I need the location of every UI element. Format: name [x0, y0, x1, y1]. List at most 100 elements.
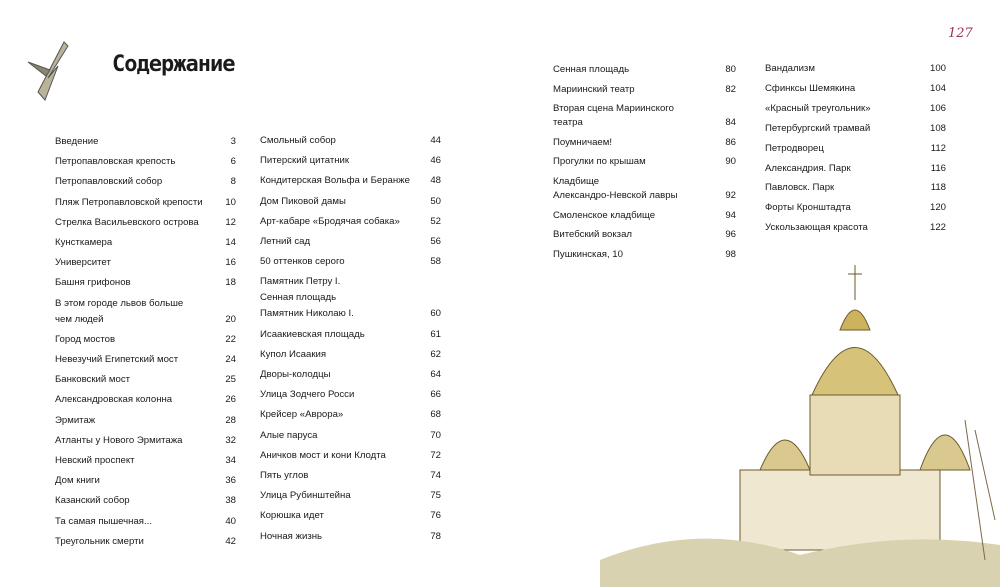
entry-page: 92 [725, 190, 736, 201]
entry-title: Кладбище [553, 176, 600, 187]
entry-title: Памятник Николаю I. [260, 308, 354, 320]
entry-page: 74 [430, 470, 441, 481]
entry-page: 108 [929, 122, 946, 134]
entry-page: 46 [430, 155, 441, 167]
entry-title: Летний сад [260, 236, 311, 247]
entry-page: 76 [430, 510, 441, 522]
entry-title: Смольный собор [260, 135, 336, 146]
entry-page: 80 [725, 64, 736, 75]
entry-title: Форты Кронштадта [765, 202, 851, 214]
entry-page: 122 [929, 222, 946, 234]
entry-page: 112 [930, 142, 946, 154]
entry-page: 58 [430, 256, 441, 268]
entry-title: Эрмитаж [55, 414, 96, 426]
entry-page: 50 [430, 195, 441, 207]
entry-page: 25 [225, 374, 236, 386]
entry-title: Атланты у Нового Эрмитажа [55, 434, 183, 446]
entry-page: 82 [725, 83, 736, 95]
entry-title: Витебский вокзал [553, 229, 632, 241]
entry-page: 38 [225, 495, 236, 507]
entry-title: В этом городе львов больше [55, 297, 184, 309]
entry-title: чем людей [55, 313, 104, 325]
entry-page: 24 [225, 354, 236, 365]
entry-title: Кунсткамера [55, 237, 113, 248]
entry-page: 32 [225, 434, 236, 446]
entry-title: Александрия. Парк [765, 162, 851, 174]
entry-title: Ускользающая красота [765, 222, 868, 234]
entry-page: 6 [230, 156, 236, 168]
entry-page: 68 [430, 409, 441, 421]
entry-page: 120 [929, 202, 946, 214]
entry-page: 10 [225, 196, 236, 208]
entry-title: «Красный треугольник» [765, 102, 871, 114]
entry-title: Город мостов [55, 333, 116, 345]
entry-page: 118 [930, 182, 946, 194]
entry-title: Введение [55, 136, 99, 147]
entry-title: Дворы-колодцы [260, 369, 331, 380]
entry-title: театра [553, 117, 583, 129]
entry-title: Дом книги [55, 475, 100, 487]
bird-sketch [27, 41, 69, 101]
entry-page: 12 [225, 216, 236, 228]
entry-page: 72 [430, 449, 441, 461]
entry-title: Пушкинская, 10 [553, 248, 623, 260]
entry-page: 75 [430, 490, 441, 502]
entry-title: Памятник Петру I. [260, 276, 341, 288]
entry-page: 104 [929, 82, 946, 94]
entry-title: Невезучий Египетский мост [55, 354, 179, 365]
entry-title: Прогулки по крышам [553, 156, 646, 168]
entry-page: 90 [725, 156, 736, 168]
entry-title: Вторая сцена Мариинского [553, 103, 674, 115]
entry-title: Александро-Невской лавры [553, 190, 678, 201]
toc-title: Содержание [112, 52, 235, 77]
entry-title: Петродворец [765, 142, 824, 154]
entry-page: 98 [725, 248, 736, 260]
entry-page: 8 [230, 176, 236, 188]
entry-page: 52 [430, 215, 441, 227]
entry-title: Мариинский театр [553, 83, 635, 95]
entry-title: Питерский цитатник [260, 155, 350, 167]
entry-title: Сенная площадь [260, 292, 337, 304]
entry-page: 36 [225, 475, 236, 487]
entry-page: 14 [225, 237, 236, 248]
entry-title: Петропавловский собор [55, 176, 163, 188]
entry-page: 70 [430, 429, 441, 441]
entry-title: Стрелка Васильевского острова [55, 216, 199, 228]
entry-title: Алые паруса [260, 429, 318, 441]
entry-title: Петербургский трамвай [765, 122, 871, 134]
entry-title: Казанский собор [55, 495, 130, 507]
cathedral-sketch [600, 265, 1000, 587]
entry-title: Александровская колонна [55, 394, 173, 406]
entry-title: Поумничаем! [553, 136, 612, 148]
entry-page: 94 [725, 209, 736, 221]
entry-title: Невский проспект [55, 455, 135, 466]
entry-page: 86 [725, 136, 736, 148]
entry-page: 3 [230, 136, 236, 147]
entry-title: Кондитерская Вольфа и Беранже [260, 175, 410, 187]
entry-title: Пять углов [260, 470, 309, 481]
entry-title: Петропавловская крепость [55, 156, 176, 168]
entry-title: Та самая пышечная... [55, 515, 152, 527]
entry-title: 50 оттенков серого [260, 256, 345, 268]
page-number: 127 [948, 26, 973, 41]
entry-title: Улица Рубинштейна [260, 490, 351, 502]
entry-page: 40 [225, 515, 236, 527]
entry-page: 34 [225, 455, 236, 466]
entry-title: Павловск. Парк [765, 182, 835, 194]
entry-page: 42 [225, 535, 236, 547]
entry-title: Улица Зодчего Росси [260, 389, 355, 401]
entry-page: 116 [930, 162, 946, 174]
entry-title: Пляж Петропавловской крепости [55, 196, 203, 208]
entry-page: 62 [430, 348, 441, 360]
entry-page: 64 [430, 369, 441, 380]
entry-page: 100 [929, 63, 946, 74]
entry-title: Исаакиевская площадь [260, 328, 365, 340]
entry-page: 44 [430, 135, 441, 146]
entry-title: Ночная жизнь [260, 530, 323, 542]
entry-title: Купол Исаакия [260, 348, 327, 360]
entry-page: 26 [225, 394, 236, 406]
entry-page: 20 [225, 313, 236, 325]
entry-title: Корюшка идет [260, 510, 324, 522]
entry-page: 48 [430, 175, 441, 187]
